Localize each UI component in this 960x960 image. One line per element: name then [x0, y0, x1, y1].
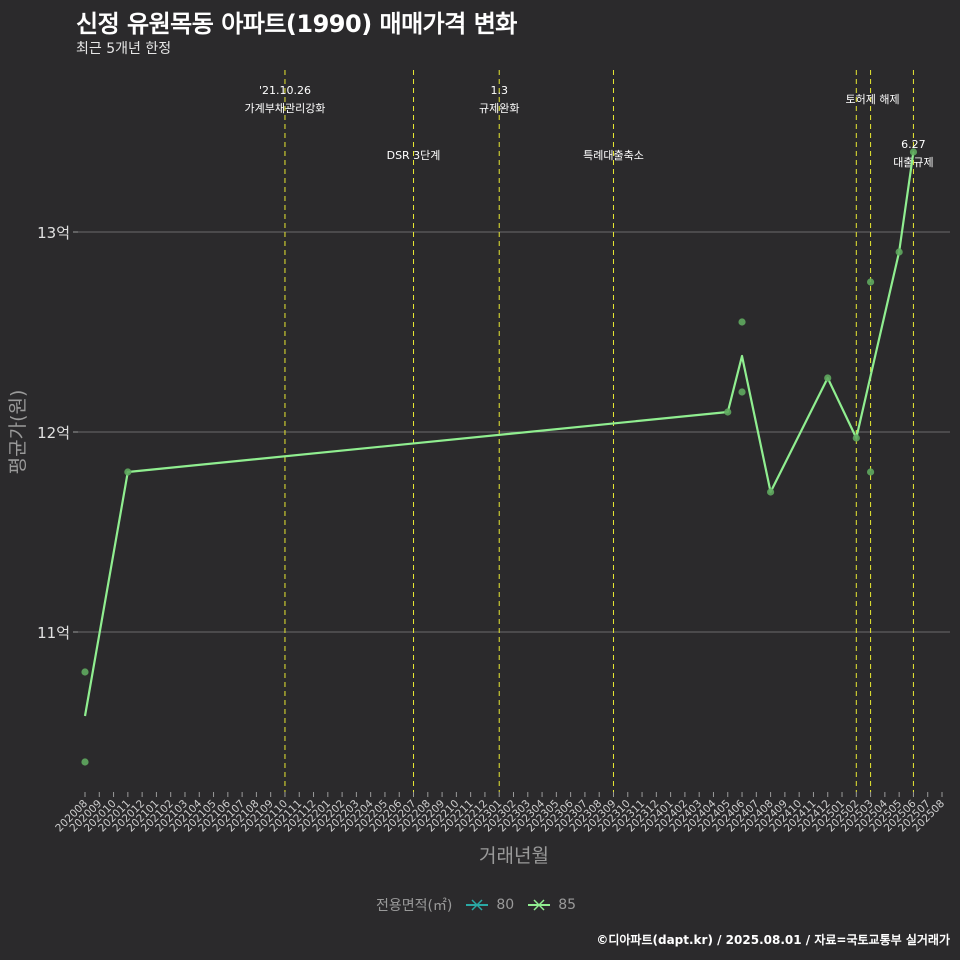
- event-label: '21.10.26: [259, 84, 311, 97]
- y-tick-label: 13억: [37, 224, 70, 242]
- data-point: [81, 758, 89, 766]
- event-label: DSR 3단계: [387, 149, 441, 162]
- legend-item-85: 85: [526, 897, 576, 913]
- data-point: [738, 318, 746, 326]
- event-label: 대출규제: [893, 156, 933, 169]
- legend: 전용면적(㎡) 80 85: [0, 895, 960, 915]
- data-point: [909, 148, 918, 156]
- event-label: 가계부채관리강화: [244, 102, 325, 115]
- legend-item-80: 80: [464, 897, 514, 913]
- data-point: [724, 408, 732, 416]
- source-caption: ©디아파트(dapt.kr) / 2025.08.01 / 자료=국토교통부 실…: [596, 933, 950, 947]
- event-label: 6.27: [901, 138, 926, 151]
- data-point: [767, 488, 775, 496]
- legend-label-80: 80: [496, 897, 515, 913]
- legend-title: 전용면적(㎡): [375, 898, 453, 914]
- data-point: [866, 468, 875, 476]
- page-subtitle: 최근 5개년 한정: [76, 41, 172, 57]
- y-axis-title: 평균가(원): [7, 390, 29, 475]
- data-point: [895, 248, 903, 256]
- data-point: [738, 388, 746, 396]
- data-point: [824, 374, 832, 382]
- legend-swatch-85: [528, 899, 551, 911]
- data-point: [81, 668, 89, 676]
- data-point: [866, 278, 875, 286]
- data-point: [852, 434, 860, 442]
- page-title: 신정 유원목동 아파트(1990) 매매가격 변화: [76, 10, 517, 38]
- event-label: 특례대출축소: [583, 149, 644, 162]
- legend-label-85: 85: [558, 897, 577, 913]
- y-tick-label: 12억: [37, 424, 70, 442]
- x-axis-title: 거래년월: [479, 845, 549, 867]
- event-label: 1.3: [490, 84, 508, 97]
- data-point: [124, 468, 132, 476]
- y-tick-label: 11억: [37, 624, 70, 642]
- event-label: 규제완화: [479, 102, 519, 115]
- legend-swatch-80: [466, 899, 489, 911]
- event-label: 토허제 해제: [846, 92, 900, 106]
